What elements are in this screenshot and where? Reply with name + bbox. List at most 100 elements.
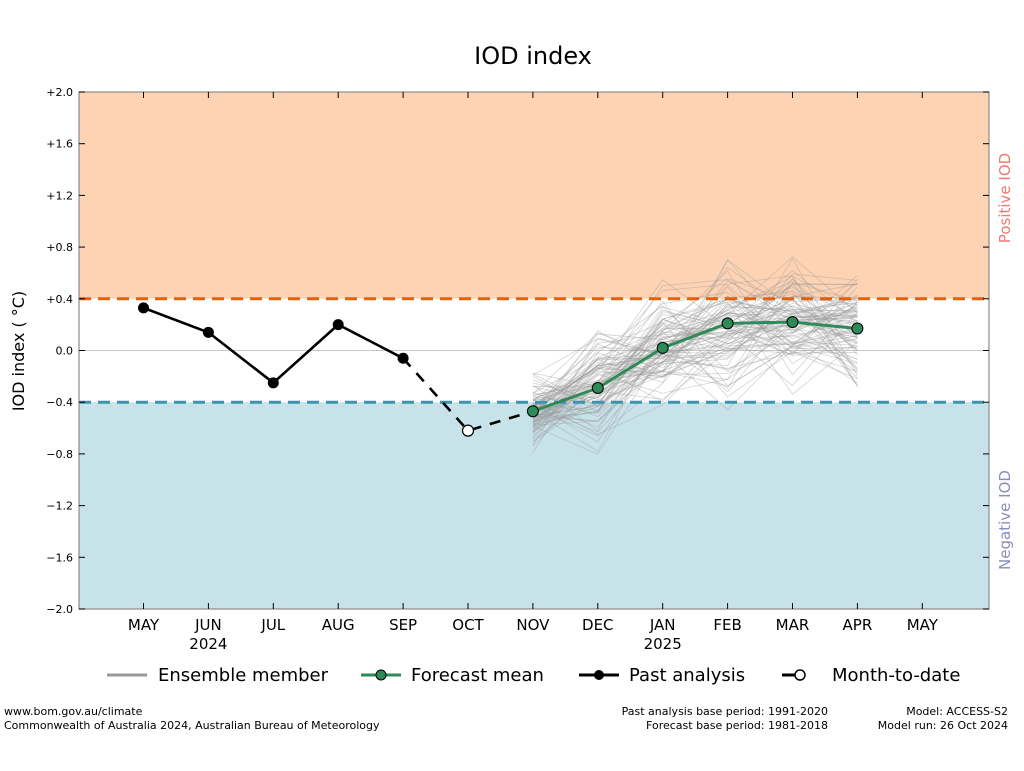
x-tick-label: MAY	[907, 616, 939, 634]
forecast-mean-point	[786, 316, 799, 329]
ensemble-member-line	[532, 302, 858, 414]
ensemble-member-line	[532, 305, 858, 437]
ensemble-member-line	[532, 352, 858, 424]
ensemble-member-line	[532, 311, 858, 407]
ensemble-member-line	[532, 284, 858, 402]
legend-past-marker	[594, 670, 604, 680]
ensemble-member-line	[532, 309, 858, 419]
ensemble-member-line	[532, 301, 858, 422]
ensemble-member-line	[532, 293, 858, 446]
ensemble-member-line	[532, 312, 858, 428]
y-tick-label: +1.2	[46, 189, 73, 202]
x-tick-label: FEB	[713, 616, 741, 634]
footer-model-run: Model run: 26 Oct 2024	[878, 719, 1008, 732]
ensemble-member-line	[532, 295, 858, 423]
ensemble-member-line	[532, 322, 858, 407]
ensemble-member-line	[532, 299, 858, 398]
forecast-mean-point	[721, 317, 734, 330]
footer-url: www.bom.gov.au/climate	[4, 705, 143, 718]
ensemble-member-line	[532, 310, 858, 429]
ensemble-member-line	[532, 283, 858, 427]
ensemble-member-line	[532, 342, 858, 453]
ensemble-member-line	[532, 308, 858, 396]
ensemble-member-line	[532, 275, 858, 435]
series-markers	[138, 302, 864, 437]
x-tick-label: SEP	[389, 616, 417, 634]
ensemble-member-line	[532, 312, 858, 427]
ensemble-member-line	[532, 329, 858, 394]
ensemble-member-line	[532, 313, 858, 388]
ensemble-member-line	[532, 318, 858, 400]
negative-iod-label: Negative IOD	[996, 470, 1014, 570]
past-analysis-point	[138, 302, 149, 314]
ensemble-member-line	[532, 279, 858, 400]
ensemble-member-line	[532, 324, 858, 426]
ensemble-member-line	[532, 300, 858, 396]
ensemble-member-line	[532, 283, 858, 406]
y-tick-label: 0.0	[56, 345, 74, 358]
legend-past-label: Past analysis	[629, 665, 745, 686]
y-tick-label: −0.4	[46, 396, 73, 409]
ensemble-member-line	[532, 278, 858, 452]
ensemble-member-line	[532, 302, 858, 432]
chart-title: IOD index	[474, 42, 592, 70]
x-tick-label: NOV	[516, 616, 550, 634]
ensemble-member-line	[532, 297, 858, 395]
ensemble-member-line	[532, 305, 858, 376]
ensemble-member-line	[532, 330, 858, 409]
y-tick-labels: +2.0 +1.6 +1.2 +0.8 +0.4 0.0 −0.4 −0.8 −1.2 −1.6 −…	[46, 86, 73, 616]
ensemble-member-line	[532, 294, 858, 409]
ensemble-member-line	[532, 296, 858, 413]
past-analysis-point	[397, 352, 409, 364]
x-tick-label: APR	[843, 616, 873, 634]
ensemble-member-line	[532, 297, 858, 414]
ensemble-member-line	[532, 321, 858, 423]
ensemble-member-line	[532, 280, 858, 433]
forecast-mean-point	[526, 405, 539, 418]
ensemble-member-line	[532, 273, 858, 443]
legend-ensemble: Ensemble member	[107, 665, 329, 686]
forecast-mean-point	[851, 322, 864, 335]
month-to-date-point	[461, 424, 475, 437]
footer-past-base: Past analysis base period: 1991-2020	[622, 705, 828, 718]
y-tick-label: −1.6	[46, 551, 73, 564]
ensemble-member-line	[532, 316, 858, 442]
legend-forecast-marker	[375, 669, 387, 681]
ensemble-member-line	[532, 299, 858, 413]
ensemble-member-line	[532, 295, 858, 404]
ensemble-member-line	[532, 286, 858, 428]
x-year-label: 2025	[644, 635, 682, 653]
positive-region	[79, 92, 989, 299]
ensemble-member-line	[532, 277, 858, 420]
y-axis-label: IOD index ( °C)	[9, 291, 28, 411]
y-tick-label: −0.8	[46, 448, 73, 461]
past-analysis-point	[332, 319, 344, 331]
ensemble-member-line	[532, 294, 858, 455]
y-tick-label: +2.0	[46, 86, 73, 99]
ensemble-member-line	[532, 312, 858, 430]
y-tick-label: +0.4	[46, 293, 73, 306]
ensemble-member-line	[532, 275, 858, 422]
plot-area	[78, 91, 990, 610]
x-tick-label: OCT	[452, 616, 484, 634]
x-tick-label: MAY	[128, 616, 160, 634]
y-tick-label: −1.2	[46, 500, 73, 513]
ensemble-member-line	[532, 277, 858, 415]
ensemble-member-line	[532, 305, 858, 404]
ensemble-member-line	[532, 266, 858, 412]
legend-mtd: Month-to-date	[782, 665, 960, 686]
footer-model: Model: ACCESS-S2	[906, 705, 1008, 718]
footer: www.bom.gov.au/climate Commonwealth of A…	[4, 705, 1008, 732]
footer-copyright: Commonwealth of Australia 2024, Australi…	[4, 719, 380, 732]
ensemble-member-line	[532, 270, 858, 410]
legend-mtd-marker	[794, 669, 806, 681]
x-tick-label: JUL	[260, 616, 285, 634]
ensemble-member-line	[532, 306, 858, 401]
x-tick-label: MAR	[776, 616, 810, 634]
y-tick-label: +1.6	[46, 138, 73, 151]
ensemble-member-line	[532, 297, 858, 387]
negative-region	[79, 402, 989, 609]
ensemble-member-line	[532, 286, 858, 412]
ensemble-member-line	[532, 282, 858, 401]
ensemble-member-line	[532, 256, 858, 414]
